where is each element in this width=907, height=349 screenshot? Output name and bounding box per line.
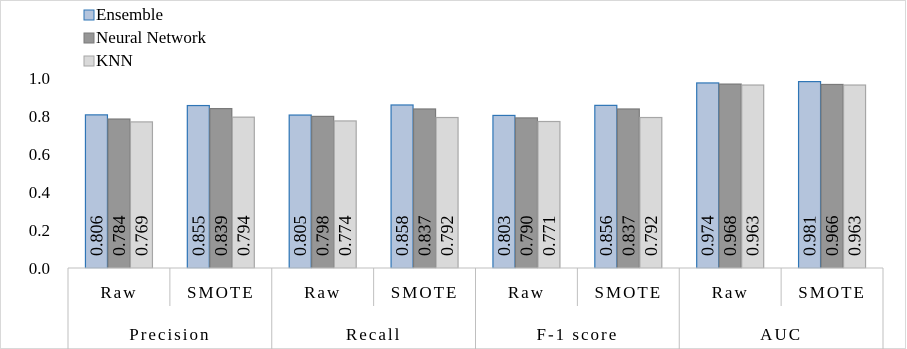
legend-swatch-2 — [83, 55, 95, 67]
x-group-label-2: F-1 score — [537, 325, 619, 344]
data-label-2-4: 0.771 — [539, 216, 559, 257]
data-label-2-6: 0.963 — [743, 216, 763, 257]
legend-swatch-1 — [83, 32, 95, 44]
y-tick-label-1: 0.2 — [29, 221, 50, 240]
data-label-0-0: 0.806 — [86, 216, 106, 257]
data-label-0-2: 0.805 — [290, 216, 310, 257]
legend-label-0: Ensemble — [96, 5, 163, 24]
data-label-0-7: 0.981 — [800, 216, 820, 257]
y-tick-label-4: 0.8 — [29, 107, 50, 126]
legend-label-2: KNN — [96, 51, 133, 70]
data-label-2-0: 0.769 — [131, 216, 151, 257]
x-group-label-0: Precision — [129, 325, 210, 344]
x-category-label-6: Raw — [712, 283, 749, 302]
data-label-0-6: 0.974 — [698, 216, 718, 257]
data-label-2-1: 0.794 — [233, 216, 253, 257]
data-label-0-4: 0.803 — [494, 216, 514, 257]
x-category-label-3: SMOTE — [391, 283, 459, 302]
x-category-label-2: Raw — [304, 283, 341, 302]
data-label-2-5: 0.792 — [641, 216, 661, 257]
data-label-1-6: 0.968 — [720, 216, 740, 257]
data-label-1-5: 0.837 — [618, 216, 638, 257]
data-label-0-3: 0.858 — [392, 216, 412, 257]
data-label-2-2: 0.774 — [335, 216, 355, 257]
data-label-1-4: 0.790 — [516, 216, 536, 257]
data-label-1-2: 0.798 — [313, 216, 333, 257]
x-category-label-5: SMOTE — [595, 283, 663, 302]
data-label-1-1: 0.839 — [211, 216, 231, 257]
y-tick-label-5: 1.0 — [29, 69, 50, 88]
legend-swatch-0 — [83, 9, 95, 21]
x-category-label-4: Raw — [508, 283, 545, 302]
x-group-label-3: AUC — [760, 325, 802, 344]
data-label-1-3: 0.837 — [415, 216, 435, 257]
y-tick-label-0: 0.0 — [29, 259, 50, 278]
data-label-1-7: 0.966 — [822, 216, 842, 257]
x-category-label-1: SMOTE — [187, 283, 255, 302]
x-category-label-7: SMOTE — [798, 283, 866, 302]
x-group-label-1: Recall — [346, 325, 401, 344]
data-label-0-1: 0.855 — [188, 216, 208, 257]
legend-label-1: Neural Network — [96, 28, 206, 47]
y-tick-label-3: 0.6 — [29, 145, 50, 164]
data-label-2-7: 0.963 — [845, 216, 865, 257]
data-label-1-0: 0.784 — [109, 216, 129, 257]
data-label-2-3: 0.792 — [437, 216, 457, 257]
data-label-0-5: 0.856 — [596, 216, 616, 257]
x-category-label-0: Raw — [100, 283, 137, 302]
y-tick-label-2: 0.4 — [29, 183, 51, 202]
